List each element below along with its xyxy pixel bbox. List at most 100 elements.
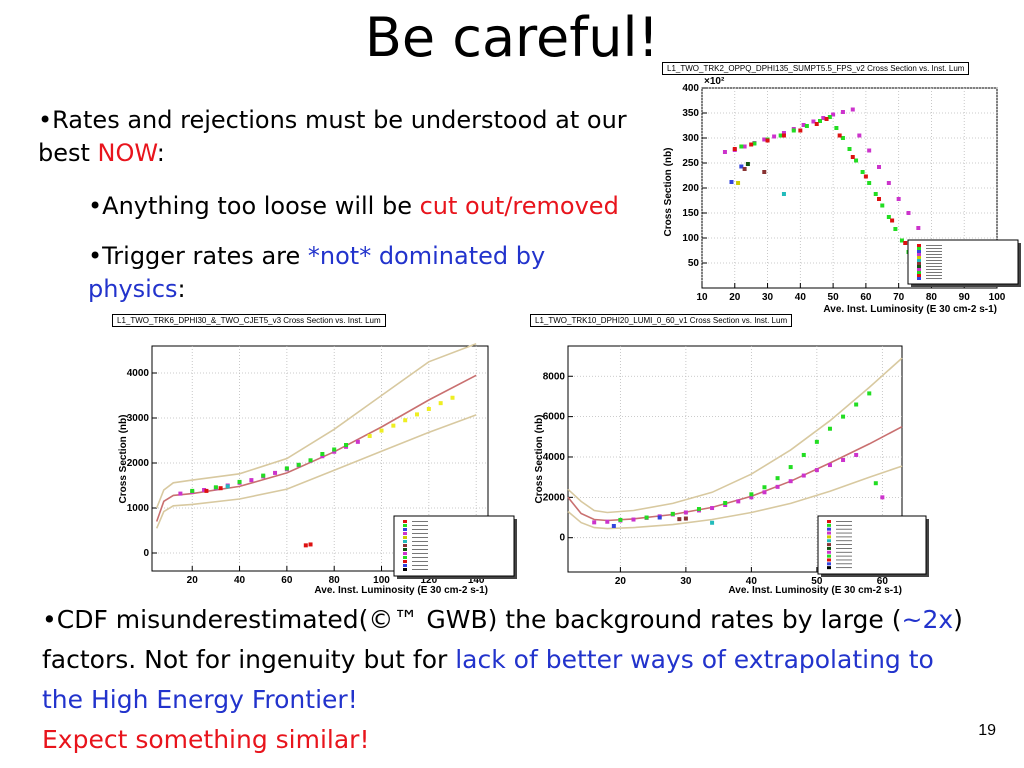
- left-tick-label-y: 0: [143, 548, 149, 559]
- top-series-2-point: [850, 155, 855, 159]
- top-tick-label-y: 250: [682, 158, 699, 169]
- right-series-0-point: [788, 479, 793, 484]
- top-tick-label-x: 20: [729, 292, 741, 303]
- right-series-1-point: [670, 511, 675, 516]
- top-legend-marker: [917, 253, 921, 256]
- left-tick-label-y: 4000: [127, 368, 150, 379]
- chart-left-title: L1_TWO_TRK6_DPHI30_&_TWO_CJET5_v3 Cross …: [112, 314, 386, 327]
- right-legend-marker: [827, 554, 831, 558]
- right-xlabel: Ave. Inst. Luminosity (E 30 cm-2 s-1): [728, 585, 902, 596]
- page-number: 19: [978, 722, 996, 739]
- left-series-3-point: [303, 543, 308, 548]
- right-series-2-point: [611, 523, 616, 528]
- bullet-rates: •Rates and rejections must be understood…: [38, 104, 638, 170]
- top-legend-marker: [917, 247, 921, 250]
- left-series-0-point: [320, 454, 325, 459]
- chart-right-title: L1_TWO_TRK10_DPHI20_LUMI_0_60_v1 Cross S…: [530, 314, 793, 327]
- right-series-1-point: [762, 485, 767, 490]
- top-series-1-point: [867, 181, 872, 185]
- right-series-4-point: [710, 520, 715, 525]
- top-legend: [907, 239, 1019, 285]
- top-exponent: ×10²: [704, 76, 725, 87]
- right-legend-marker: [827, 520, 831, 523]
- top-series-2-point: [877, 197, 881, 201]
- left-series-0-point: [273, 470, 278, 475]
- left-legend-marker: [403, 536, 407, 539]
- top-series-1-point: [873, 192, 878, 196]
- right-series-0-point: [801, 473, 806, 478]
- left-fit-curve-0: [155, 374, 477, 522]
- right-series-1-point: [775, 476, 780, 481]
- right-series-3-point: [677, 517, 682, 522]
- top-series-5-point: [781, 192, 786, 196]
- right-legend-marker: [827, 523, 831, 527]
- top-series-0-point: [801, 123, 806, 127]
- right-series-1-point: [867, 391, 872, 396]
- top-series-2-point: [732, 147, 737, 151]
- top-tick-label-x: 100: [989, 292, 1006, 303]
- left-series-2-point: [426, 407, 431, 411]
- bottom-text-2: ) factors. Not for ingenuity but for: [42, 605, 963, 674]
- chart-right: 20 30 40 50 60 0 2000 4000 6000 8000 Ave. Inst. Lu…: [530, 314, 930, 604]
- right-legend-marker: [827, 535, 831, 539]
- right-series-1-point: [749, 492, 754, 497]
- right-series-0-point: [749, 495, 754, 500]
- right-series-0-point: [736, 499, 741, 504]
- left-tick-label-y: 2000: [127, 458, 150, 469]
- top-series-1-point: [840, 136, 845, 140]
- right-series-5-point: [880, 495, 885, 500]
- right-series-1-point: [723, 500, 728, 505]
- bullet-trigger-text: •Trigger rates are: [88, 242, 308, 270]
- left-series-3-point: [308, 542, 313, 547]
- left-series-0-point: [178, 491, 183, 496]
- right-tick-label-x: 60: [877, 576, 889, 587]
- top-legend-marker: [917, 256, 921, 259]
- top-series-0-point: [762, 137, 767, 142]
- top-series-0-point: [867, 148, 872, 153]
- top-series-0-point: [896, 197, 901, 201]
- left-series-1-point: [332, 447, 337, 452]
- chart-top-svg: 10 20 30 40 50 60 70 80 90 100 50 100 150 200 250 300 35…: [663, 76, 1021, 315]
- bottom-paragraph: •CDF misunderestimated(©™ GWB) the backg…: [42, 600, 982, 760]
- top-series-0-point: [916, 226, 921, 230]
- top-tick-label-y: 300: [682, 133, 699, 144]
- top-series-1-point: [804, 124, 809, 128]
- left-series-1-point: [237, 479, 242, 484]
- top-legend-marker: [917, 259, 921, 262]
- right-legend-marker: [827, 543, 831, 547]
- right-legend-marker: [827, 546, 831, 550]
- left-series-2-point: [438, 401, 443, 406]
- left-legend-marker: [403, 548, 407, 551]
- right-series-0-point: [683, 510, 688, 515]
- top-series-2-point: [749, 142, 754, 147]
- top-series-2-point: [814, 122, 819, 126]
- bottom-text-1: •CDF misunderestimated(©™ GWB) the backg…: [42, 605, 902, 634]
- top-series-7-point: [745, 162, 750, 166]
- right-legend-marker: [827, 550, 831, 554]
- right-series-2-point: [657, 515, 662, 520]
- chart-top-title: L1_TWO_TRK2_OPPQ_DPHI135_SUMPT5.5_FPS_v2…: [662, 62, 970, 75]
- top-series-0-point: [821, 116, 826, 120]
- top-series-0-point: [906, 211, 911, 215]
- top-tick-label-x: 40: [795, 292, 807, 303]
- right-series-1-point: [618, 517, 623, 522]
- right-tick-label-y: 0: [559, 533, 565, 544]
- left-series-2-point: [379, 428, 384, 433]
- top-series-1-point: [818, 119, 822, 123]
- left-tick-label-x: 120: [421, 575, 438, 586]
- right-legend: [817, 515, 927, 575]
- left-series-2-point: [403, 418, 408, 423]
- right-series-0-point: [605, 519, 610, 524]
- left-legend-marker: [403, 540, 407, 543]
- top-series-0-point: [742, 144, 747, 149]
- right-series-3-point: [683, 516, 688, 521]
- top-series-0-point: [811, 119, 816, 124]
- top-legend-marker: [917, 271, 921, 274]
- top-legend-marker: [917, 265, 921, 268]
- left-legend-marker: [403, 568, 407, 571]
- top-tick-label-x: 80: [926, 292, 938, 303]
- left-series-1-point: [190, 488, 195, 493]
- top-tick-label-x: 60: [860, 292, 872, 303]
- top-series-1-point: [860, 170, 865, 174]
- right-tick-label-x: 30: [680, 576, 692, 587]
